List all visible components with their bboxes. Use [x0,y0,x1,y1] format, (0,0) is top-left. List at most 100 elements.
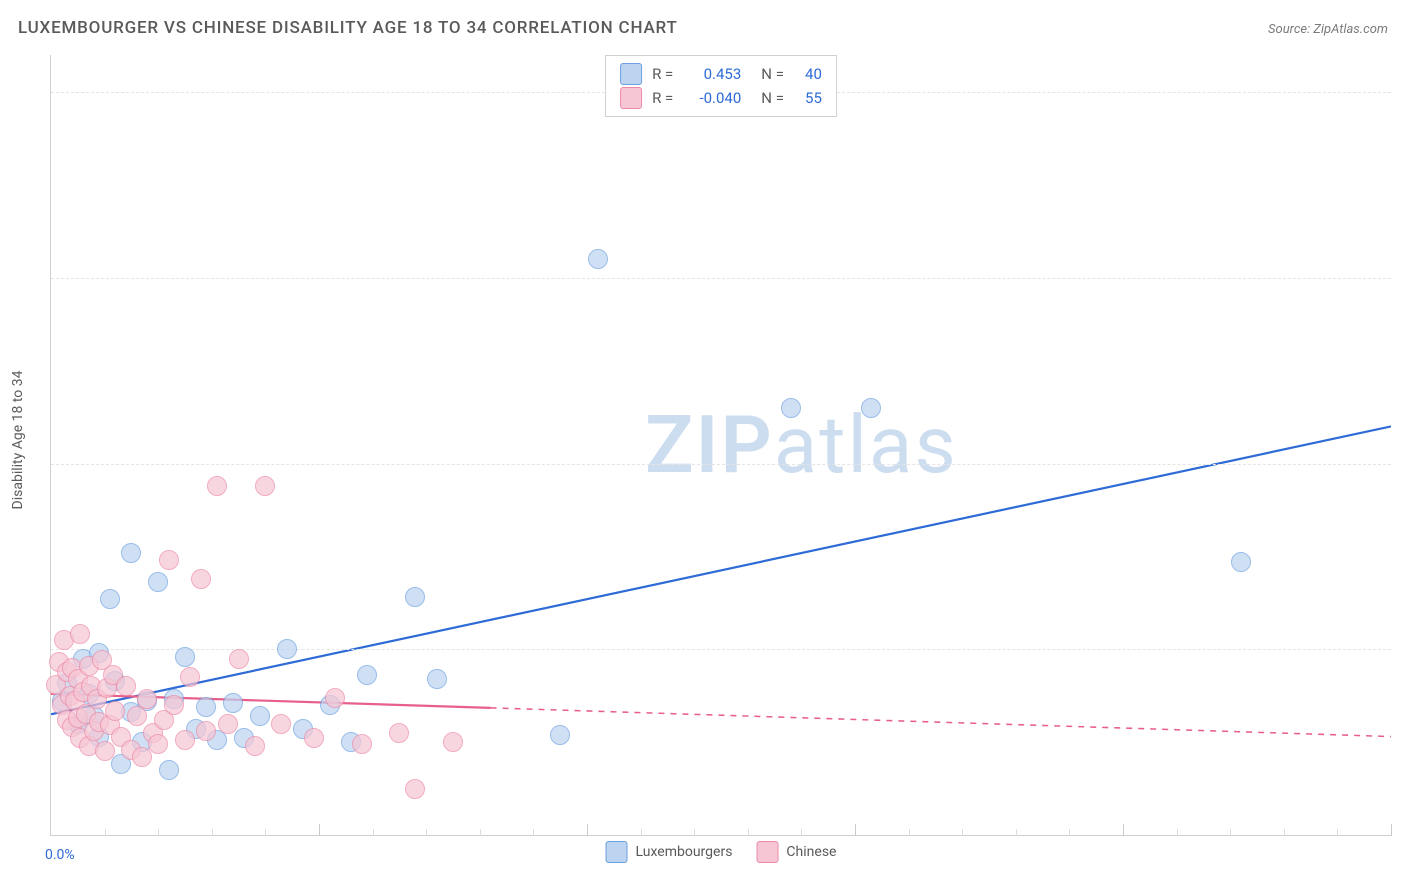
data-point-chi [196,721,216,741]
x-tick-minor [1016,829,1017,836]
data-point-chi [389,723,409,743]
x-tick-major [1123,824,1124,836]
x-tick-minor [265,829,266,836]
y-tick-label: 20.0% [1401,456,1406,472]
source-attribution: Source: ZipAtlas.com [1268,22,1388,37]
x-tick-minor [1069,829,1070,836]
data-point-chi [95,741,115,761]
data-point-chi [164,695,184,715]
x-tick-minor [480,829,481,836]
x-max-label: 25.0% [1401,847,1406,863]
data-point-chi [229,649,249,669]
x-tick-minor [748,829,749,836]
x-tick-minor [1230,829,1231,836]
swatch-chi [620,87,642,109]
data-point-lux [861,398,881,418]
stat-n-label: N = [761,86,784,110]
y-tick-label: 10.0% [1401,641,1406,657]
x-tick-minor [962,829,963,836]
data-point-lux [148,572,168,592]
data-point-chi [405,779,425,799]
data-point-chi [325,688,345,708]
data-point-lux [550,725,570,745]
grid-line [51,649,1391,650]
swatch-chi [756,841,778,863]
stat-r-label: R = [652,62,673,86]
data-point-lux [588,249,608,269]
data-point-chi [148,734,168,754]
chart-title: LUXEMBOURGER VS CHINESE DISABILITY AGE 1… [18,18,678,38]
stat-n-label: N = [761,62,784,86]
stat-r-value: 0.453 [683,62,741,86]
y-tick-label: 30.0% [1401,270,1406,286]
x-tick-minor [426,829,427,836]
data-point-chi [207,476,227,496]
y-tick-label: 40.0% [1401,84,1406,100]
data-point-chi [127,706,147,726]
data-point-lux [196,697,216,717]
data-point-lux [100,589,120,609]
y-axis-label: Disability Age 18 to 34 [10,371,26,510]
trend-line-extrapolated-chi [491,708,1391,737]
data-point-lux [223,693,243,713]
x-tick-major [855,824,856,836]
correlation-stats-legend: R = 0.453 N = 40R = -0.040 N = 55 [605,55,837,117]
data-point-chi [245,736,265,756]
data-point-chi [105,701,125,721]
legend-item-chi: Chinese [756,841,836,863]
grid-line [51,464,1391,465]
x-tick-minor [158,829,159,836]
stat-n-value: 55 [794,86,822,110]
x-tick-minor [1177,829,1178,836]
data-point-chi [175,730,195,750]
x-tick-minor [373,829,374,836]
data-point-lux [175,647,195,667]
data-point-lux [250,706,270,726]
legend-label: Luxembourgers [636,844,733,860]
x-tick-minor [1337,829,1338,836]
data-point-lux [159,760,179,780]
data-point-lux [121,543,141,563]
legend-label: Chinese [786,844,836,860]
data-point-chi [304,728,324,748]
watermark-text: ZIPatlas [645,398,958,492]
data-point-lux [277,639,297,659]
swatch-lux [606,841,628,863]
data-point-chi [132,747,152,767]
data-point-lux [1231,552,1251,572]
data-point-chi [70,624,90,644]
x-tick-minor [801,829,802,836]
data-point-lux [405,587,425,607]
data-point-chi [116,676,136,696]
x-origin-label: 0.0% [45,847,75,863]
data-point-chi [137,689,157,709]
stat-n-value: 40 [794,62,822,86]
stat-r-value: -0.040 [683,86,741,110]
data-point-chi [180,667,200,687]
x-tick-major [319,824,320,836]
x-tick-minor [641,829,642,836]
data-point-chi [159,550,179,570]
data-point-chi [271,714,291,734]
trend-line-lux [51,426,1391,714]
x-tick-minor [1284,829,1285,836]
x-tick-major [1391,824,1392,836]
x-tick-minor [909,829,910,836]
data-point-lux [781,398,801,418]
stats-row-lux: R = 0.453 N = 40 [620,62,822,86]
stats-row-chi: R =-0.040N =55 [620,86,822,110]
data-point-chi [352,734,372,754]
data-point-chi [443,732,463,752]
x-tick-minor [105,829,106,836]
swatch-lux [620,63,642,85]
series-legend: Luxembourgers Chinese [606,841,837,863]
x-tick-major [587,824,588,836]
x-tick-minor [212,829,213,836]
data-point-chi [255,476,275,496]
data-point-lux [357,665,377,685]
scatter-plot-area: ZIPatlas R =0.453N =40R =-0.040N =55 Lux… [50,55,1391,836]
x-tick-minor [694,829,695,836]
grid-line [51,278,1391,279]
data-point-chi [191,569,211,589]
legend-item-lux: Luxembourgers [606,841,733,863]
